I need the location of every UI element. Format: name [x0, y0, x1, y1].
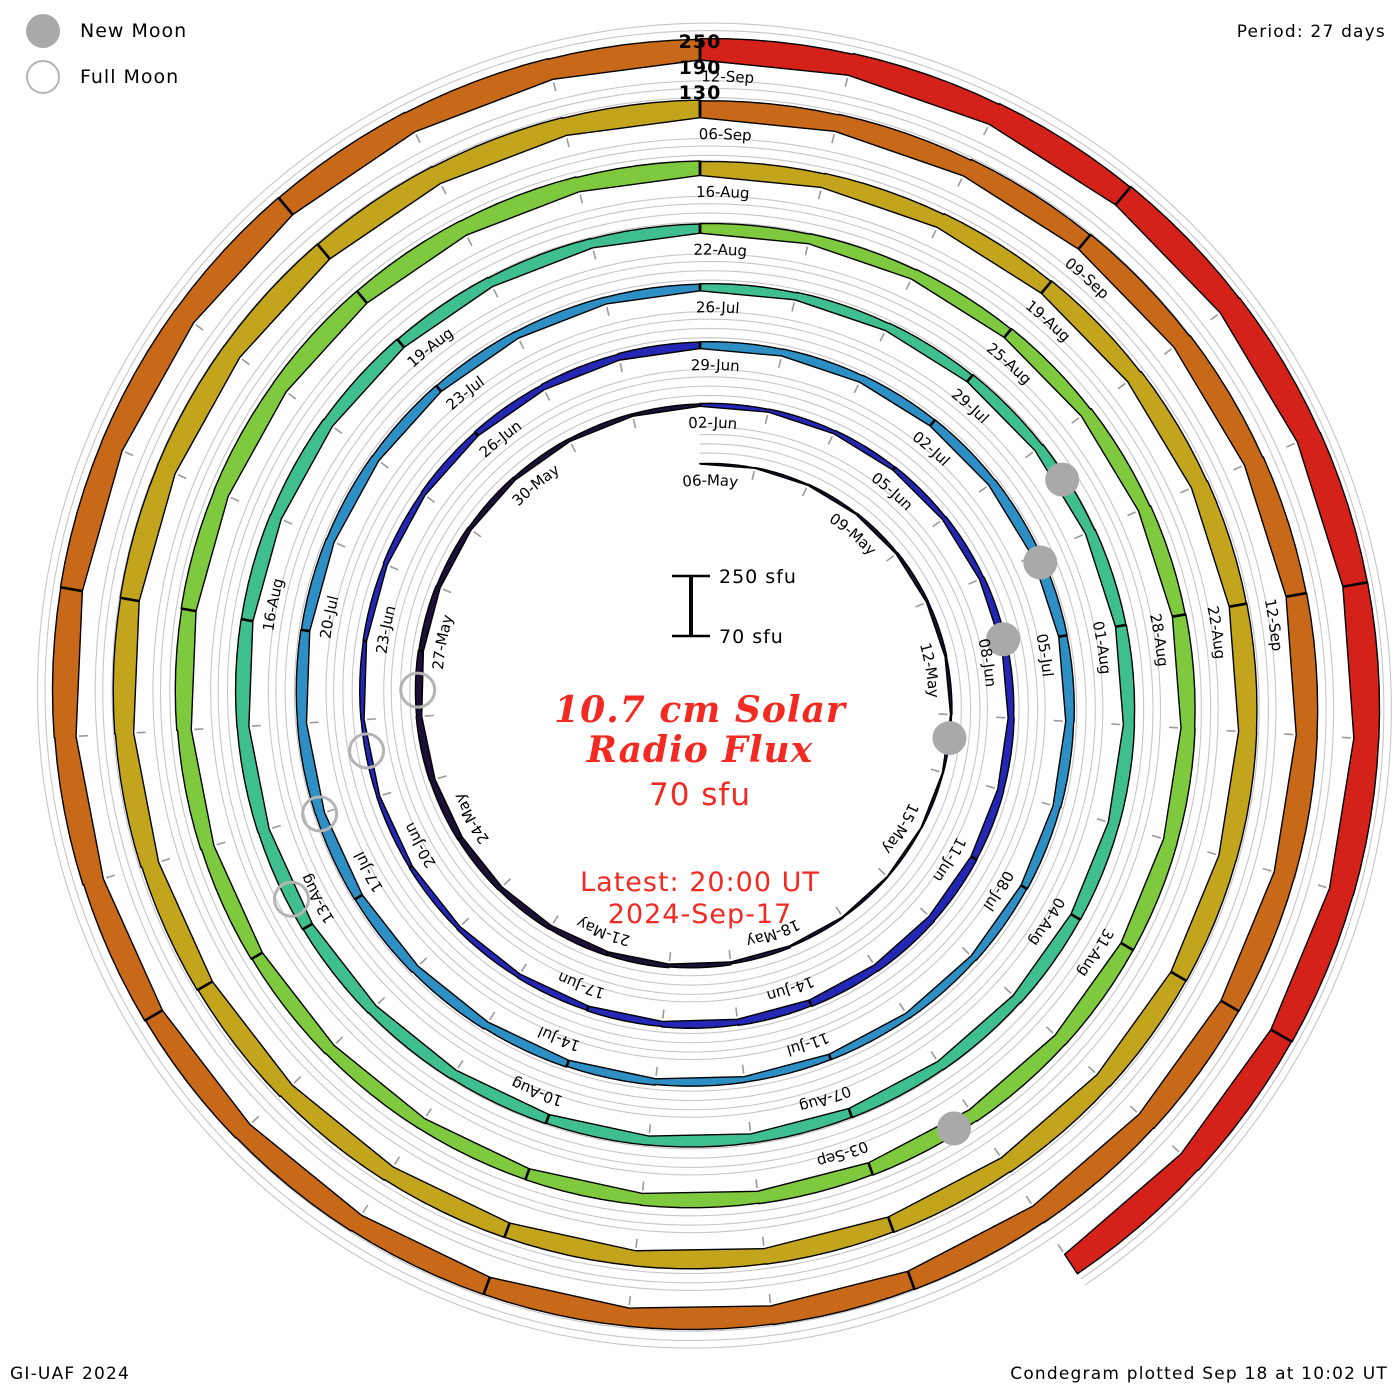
spiral-date-label: 22-Aug	[693, 241, 747, 261]
sfu-calibration-bar: 250 sfu 70 sfu	[672, 566, 797, 648]
calibration-bottom-label: 70 sfu	[719, 626, 784, 648]
full-moon-icon	[26, 60, 60, 94]
scale-value-190: 190	[678, 56, 722, 79]
spiral-date-label: 29-Jun	[691, 356, 741, 375]
new-moon-marker	[986, 622, 1021, 657]
legend-item-full-moon: Full Moon	[18, 54, 187, 100]
spiral-date-label: 27-May	[429, 613, 457, 671]
new-moon-marker	[937, 1111, 972, 1146]
spiral-flux-bands	[51, 37, 1381, 1331]
scale-value-250: 250	[678, 31, 722, 53]
spiral-date-label: 09-May	[826, 509, 880, 559]
spiral-day-dividers	[60, 38, 1368, 1306]
full-moon-marker	[348, 732, 386, 770]
spiral-date-label: 12-Sep	[701, 67, 755, 87]
calibration-top-label: 250 sfu	[719, 566, 797, 588]
spiral-date-label: 06-Sep	[699, 125, 753, 145]
legend-item-new-moon: New Moon	[18, 8, 187, 54]
spiral-date-label: 23-Jun	[373, 604, 400, 655]
plotted-timestamp-annotation: Condegram plotted Sep 18 at 10:02 UT	[1010, 1364, 1388, 1384]
spiral-date-label: 02-Jun	[688, 414, 738, 434]
top-radial-scale: 250 190 130	[0, 30, 1400, 107]
spiral-date-label: 05-Jul	[1032, 632, 1057, 678]
legend-label-full-moon: Full Moon	[80, 66, 180, 88]
full-moon-marker	[273, 880, 310, 918]
new-moon-icon	[26, 14, 60, 48]
spiral-date-label: 12-May	[916, 641, 943, 699]
spiral-date-label: 15-May	[879, 800, 923, 857]
full-moon-marker	[399, 671, 437, 709]
period-annotation: Period: 27 days	[1236, 22, 1386, 42]
new-moon-marker	[1023, 545, 1058, 580]
full-moon-marker	[301, 795, 339, 833]
spiral-date-label: 16-Aug	[696, 183, 750, 203]
spiral-date-label: 06-May	[681, 471, 739, 491]
moon-phase-markers	[273, 462, 1080, 1146]
credit-annotation: GI-UAF 2024	[10, 1364, 131, 1384]
spiral-date-label: 30-May	[509, 460, 563, 509]
moon-phase-legend: New Moon Full Moon	[18, 8, 187, 100]
legend-label-new-moon: New Moon	[80, 20, 188, 42]
new-moon-marker	[1045, 462, 1080, 497]
spiral-date-label: 26-Jul	[696, 298, 740, 317]
new-moon-marker	[932, 721, 967, 756]
scale-value-130: 130	[678, 82, 722, 105]
